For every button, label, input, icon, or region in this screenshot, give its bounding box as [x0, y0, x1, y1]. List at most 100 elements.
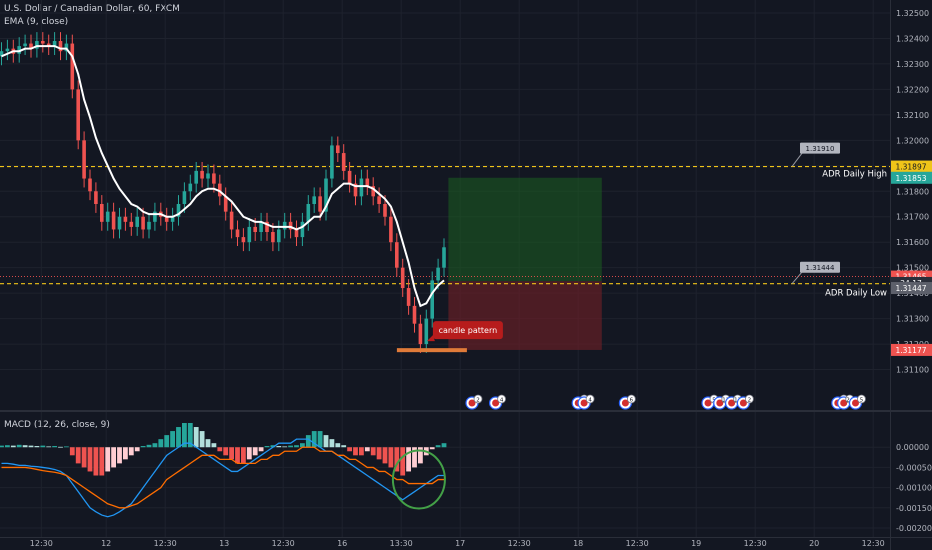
candle[interactable]	[218, 183, 222, 197]
candle[interactable]	[223, 196, 228, 212]
candle[interactable]	[318, 196, 322, 212]
macd-line[interactable]	[1, 438, 445, 518]
macd-histogram-bar[interactable]	[40, 445, 46, 448]
macd-histogram-bar[interactable]	[305, 435, 311, 448]
candle[interactable]	[395, 242, 399, 268]
stop-zone[interactable]	[448, 281, 602, 350]
candle[interactable]	[141, 216, 145, 230]
macd-histogram-bar[interactable]	[170, 431, 175, 448]
candle[interactable]	[282, 221, 287, 230]
candle[interactable]	[436, 267, 440, 281]
macd-histogram-bar[interactable]	[217, 447, 223, 452]
candle[interactable]	[330, 145, 334, 179]
candle[interactable]	[306, 204, 311, 222]
macd-histogram-bar[interactable]	[93, 447, 99, 476]
macd-histogram-bar[interactable]	[134, 447, 140, 452]
candle[interactable]	[353, 183, 358, 197]
price-callout[interactable]	[800, 142, 840, 154]
macd-histogram-bar[interactable]	[300, 443, 305, 448]
candle[interactable]	[35, 41, 39, 49]
highlight-circle[interactable]	[391, 449, 446, 510]
candle[interactable]	[70, 43, 75, 90]
macd-histogram-bar[interactable]	[117, 447, 122, 464]
candle[interactable]	[235, 229, 240, 238]
macd-histogram-bar[interactable]	[205, 439, 211, 448]
macd-histogram-bar[interactable]	[394, 447, 400, 472]
macd-histogram-bar[interactable]	[412, 447, 417, 468]
candle[interactable]	[442, 247, 446, 268]
candle[interactable]	[371, 186, 375, 197]
candle[interactable]	[117, 216, 122, 230]
macd-histogram-bar[interactable]	[52, 446, 57, 448]
macd-histogram-bar[interactable]	[69, 447, 75, 456]
macd-histogram-bar[interactable]	[335, 443, 341, 448]
macd-histogram-bar[interactable]	[406, 447, 411, 472]
target-zone[interactable]	[448, 177, 602, 282]
macd-histogram-bar[interactable]	[140, 446, 146, 448]
macd-histogram-bar[interactable]	[223, 447, 229, 456]
signal-line[interactable]	[1, 446, 445, 509]
candle[interactable]	[29, 43, 33, 49]
candle[interactable]	[300, 221, 305, 238]
candle[interactable]	[105, 211, 110, 222]
candle[interactable]	[52, 41, 57, 47]
candle[interactable]	[294, 229, 299, 238]
candle[interactable]	[241, 237, 246, 243]
candle[interactable]	[176, 204, 181, 217]
macd-histogram-bar[interactable]	[22, 445, 28, 448]
macd-histogram-bar[interactable]	[229, 447, 234, 460]
candle[interactable]	[5, 48, 10, 52]
candle[interactable]	[259, 221, 263, 233]
macd-histogram-bar[interactable]	[353, 447, 358, 456]
macd-histogram-bar[interactable]	[418, 447, 423, 464]
macd-histogram-bar[interactable]	[246, 447, 252, 460]
candle[interactable]	[0, 51, 4, 57]
macd-histogram-bar[interactable]	[46, 446, 52, 448]
macd-histogram-bar[interactable]	[0, 445, 4, 448]
macd-histogram-bar[interactable]	[111, 447, 116, 468]
candle[interactable]	[82, 140, 86, 179]
macd-histogram-bar[interactable]	[81, 447, 87, 468]
macd-histogram-bar[interactable]	[152, 443, 158, 448]
macd-histogram-bar[interactable]	[182, 423, 187, 448]
candle[interactable]	[46, 43, 51, 47]
candle[interactable]	[129, 221, 134, 227]
candle[interactable]	[94, 191, 98, 204]
macd-histogram-bar[interactable]	[364, 447, 370, 452]
candle[interactable]	[389, 216, 393, 243]
macd-histogram-bar[interactable]	[235, 447, 240, 464]
macd-histogram-bar[interactable]	[288, 445, 293, 448]
macd-histogram-bar[interactable]	[158, 439, 164, 448]
macd-histogram-bar[interactable]	[64, 446, 69, 448]
macd-histogram-bar[interactable]	[16, 444, 22, 448]
candle[interactable]	[100, 204, 104, 222]
macd-histogram-bar[interactable]	[75, 447, 81, 464]
candle[interactable]	[359, 178, 364, 197]
macd-histogram-bar[interactable]	[252, 447, 258, 456]
macd-histogram-bar[interactable]	[329, 439, 335, 448]
candle[interactable]	[206, 173, 210, 179]
macd-histogram-bar[interactable]	[294, 445, 299, 448]
macd-histogram-bar[interactable]	[28, 445, 34, 448]
candle[interactable]	[153, 211, 157, 222]
macd-histogram-bar[interactable]	[187, 423, 193, 448]
macd-histogram-bar[interactable]	[58, 446, 63, 448]
macd-histogram-bar[interactable]	[276, 446, 282, 448]
macd-histogram-bar[interactable]	[270, 445, 276, 448]
macd-histogram-bar[interactable]	[105, 447, 111, 472]
candle[interactable]	[253, 226, 257, 233]
candle[interactable]	[365, 178, 370, 187]
macd-histogram-bar[interactable]	[264, 446, 270, 448]
candle[interactable]	[271, 232, 275, 243]
macd-histogram-bar[interactable]	[211, 443, 217, 448]
candle[interactable]	[182, 191, 187, 204]
macd-histogram-bar[interactable]	[376, 447, 382, 460]
candle[interactable]	[341, 153, 346, 171]
candle[interactable]	[288, 221, 293, 230]
macd-histogram-bar[interactable]	[347, 447, 352, 452]
macd-histogram-bar[interactable]	[429, 447, 435, 450]
candle[interactable]	[430, 280, 434, 319]
macd-histogram-bar[interactable]	[323, 435, 329, 448]
macd-histogram-bar[interactable]	[435, 445, 441, 448]
candle[interactable]	[265, 221, 269, 233]
